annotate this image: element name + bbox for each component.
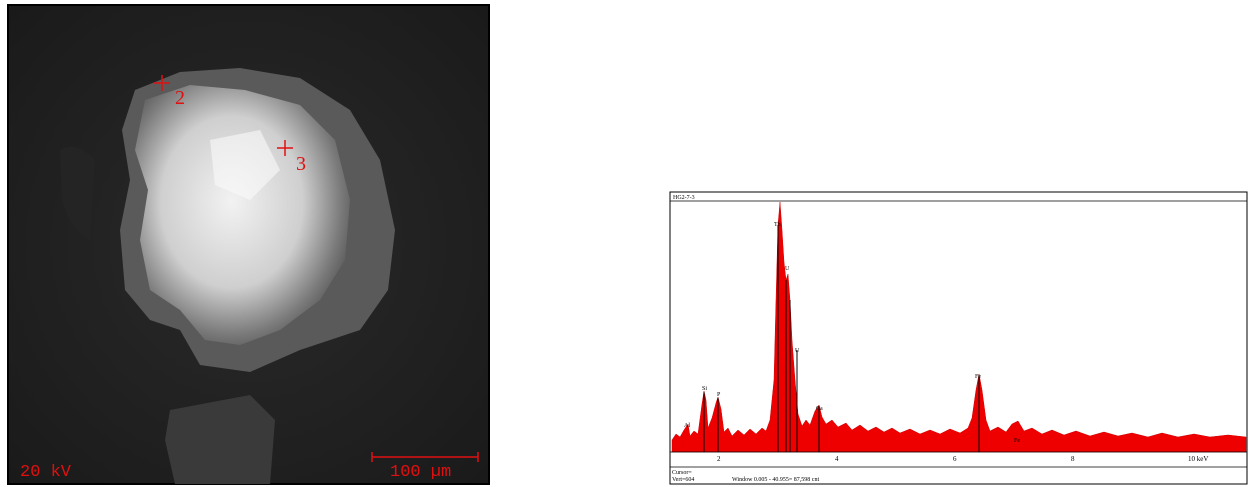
point-marker: 2 <box>175 87 185 109</box>
spectrum-title: HG2-7-3 <box>673 195 695 201</box>
x-axis-label: 4 <box>835 455 839 463</box>
peak-label: Al <box>684 423 690 429</box>
particle-highlight <box>210 130 280 200</box>
x-axis-label: 8 <box>1071 455 1075 463</box>
background-feature <box>60 146 95 240</box>
peak-label: P <box>717 392 721 398</box>
particle <box>135 85 350 345</box>
peak-label: Th <box>774 222 781 228</box>
cursor-readout: Cursor= <box>672 470 692 476</box>
sem-image: 2 3 20 kV 100 µm <box>7 4 490 485</box>
spectrum-panel: HG2-7-3 Al Si P Th U U Ca Fe Fe 2 4 6 8 … <box>669 191 1248 485</box>
scale-bar <box>371 452 479 462</box>
window-readout: Window 0.005 - 40.955= 87,598 cnt <box>732 477 819 483</box>
peak-label: Ca <box>816 406 823 412</box>
point-marker: 3 <box>296 153 306 175</box>
peak-label: U <box>795 348 800 354</box>
x-axis-label: 6 <box>953 455 957 463</box>
vert-readout: Vert=604 <box>672 477 694 483</box>
crosshair <box>154 75 293 156</box>
peak-label: Si <box>702 386 707 392</box>
peak-label: U <box>785 266 790 272</box>
background-particle <box>165 395 275 484</box>
scale-bar-label: 100 µm <box>390 463 451 482</box>
voltage-label: 20 kV <box>20 463 72 482</box>
x-axis-label: 10 keV <box>1188 455 1208 463</box>
peak-label: Fe <box>975 374 981 380</box>
peak-label: Fe <box>1014 438 1020 444</box>
x-axis-label: 2 <box>717 455 721 463</box>
peak-marker <box>703 225 980 452</box>
